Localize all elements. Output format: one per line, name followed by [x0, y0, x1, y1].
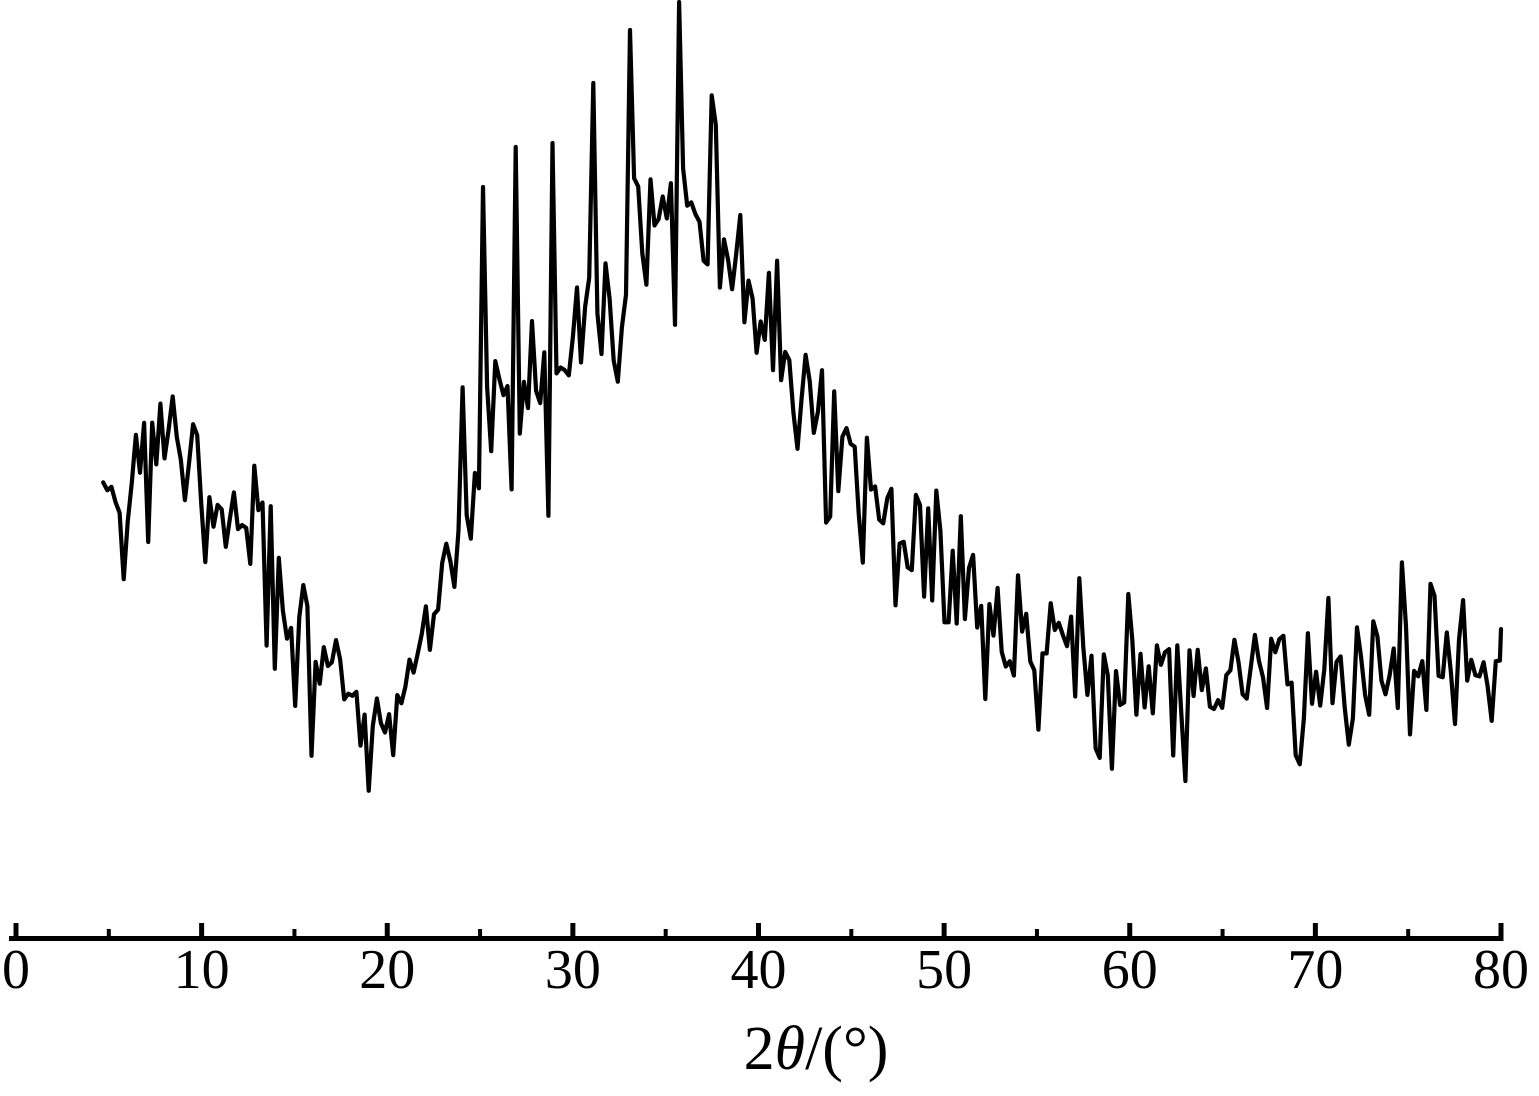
x-tick-label: 20 [359, 939, 415, 1001]
x-tick-label: 80 [1473, 939, 1529, 1001]
x-major-tick [199, 923, 205, 941]
x-major-tick [13, 923, 19, 941]
x-major-tick [1127, 923, 1133, 941]
x-axis-label-divider: /(°) [805, 1015, 889, 1083]
diffraction-trace [101, 0, 1504, 793]
x-axis-label-theta: θ [774, 1015, 806, 1083]
x-tick-label: 50 [916, 939, 972, 1001]
x-major-tick [570, 923, 576, 941]
x-axis-label-coefficient: 2 [743, 1015, 775, 1083]
x-minor-tick [1034, 929, 1039, 941]
x-minor-tick [849, 929, 854, 941]
x-major-tick [1312, 923, 1318, 941]
x-tick-label: 0 [2, 939, 30, 1001]
x-minor-tick [478, 929, 483, 941]
x-major-tick [756, 923, 761, 941]
x-minor-tick [1220, 929, 1225, 941]
x-tick-label: 70 [1287, 939, 1343, 1001]
x-major-tick [1498, 923, 1504, 941]
x-tick-label: 40 [731, 939, 787, 1001]
x-minor-tick [292, 929, 297, 941]
x-minor-tick [663, 929, 668, 941]
x-axis-label: 2θ/(°) [744, 1018, 889, 1080]
x-tick-label: 10 [174, 939, 230, 1001]
x-tick-label: 60 [1102, 939, 1158, 1001]
x-major-tick [941, 923, 947, 941]
x-tick-label: 30 [545, 939, 601, 1001]
x-major-tick [384, 923, 390, 941]
x-minor-tick [1406, 929, 1411, 941]
x-minor-tick [106, 929, 111, 941]
